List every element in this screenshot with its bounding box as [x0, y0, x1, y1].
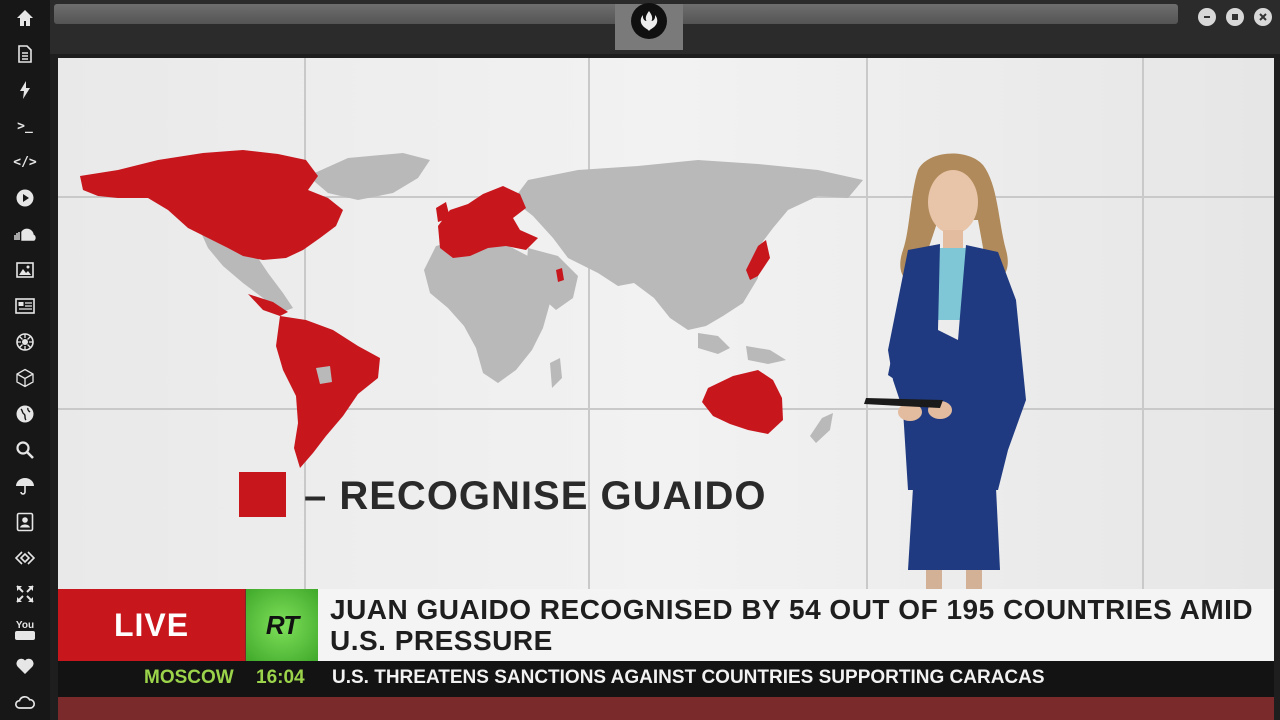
- code-glyph: </>: [13, 154, 37, 170]
- cube-icon[interactable]: [11, 364, 39, 392]
- umbrella-icon[interactable]: [11, 472, 39, 500]
- code-diamond-icon[interactable]: [11, 544, 39, 572]
- rebel-alliance-logo: [615, 3, 683, 50]
- news-icon[interactable]: [11, 292, 39, 320]
- ticker-text: U.S. THREATENS SANCTIONS AGAINST COUNTRI…: [332, 667, 1045, 688]
- app-sidebar: >_ </> You: [0, 0, 50, 720]
- window-titlebar: [50, 0, 1280, 54]
- code-icon[interactable]: </>: [11, 148, 39, 176]
- video-player[interactable]: – RECOGNISE GUAIDO LIVE RT JUAN GUAIDO R…: [58, 58, 1274, 720]
- close-button[interactable]: [1254, 8, 1272, 26]
- rt-logo-text: RT: [265, 609, 299, 640]
- heart-icon[interactable]: [11, 652, 39, 680]
- live-badge: LIVE: [58, 589, 245, 661]
- map-grey-countries: [198, 153, 863, 443]
- headline-bar: JUAN GUAIDO RECOGNISED BY 54 OUT OF 195 …: [318, 589, 1274, 661]
- youtube-glyph: You: [15, 619, 35, 631]
- terminal-glyph: >_: [17, 118, 33, 134]
- expand-icon[interactable]: [11, 580, 39, 608]
- news-ticker: MOSCOW 16:04 U.S. THREATENS SANCTIONS AG…: [58, 661, 1274, 697]
- home-icon[interactable]: [11, 4, 39, 32]
- legend-red-swatch: [239, 472, 286, 517]
- search-icon[interactable]: [11, 436, 39, 464]
- settings-icon[interactable]: [11, 328, 39, 356]
- close-icon: [1259, 13, 1267, 21]
- world-map: [80, 150, 863, 468]
- maximize-button[interactable]: [1226, 8, 1244, 26]
- bolt-icon[interactable]: [11, 76, 39, 104]
- news-presenter: [864, 153, 1026, 590]
- globe-icon[interactable]: [11, 400, 39, 428]
- document-icon[interactable]: [11, 40, 39, 68]
- minimize-button[interactable]: [1198, 8, 1216, 26]
- youtube-tube-shape: [15, 630, 35, 640]
- headline-text: JUAN GUAIDO RECOGNISED BY 54 OUT OF 195 …: [330, 594, 1254, 656]
- ticker-city: MOSCOW: [144, 667, 234, 688]
- maximize-icon: [1232, 14, 1238, 20]
- contact-icon[interactable]: [11, 508, 39, 536]
- terminal-icon[interactable]: >_: [11, 112, 39, 140]
- map-red-countries: [80, 150, 783, 468]
- ticker-time: 16:04: [256, 667, 305, 688]
- map-grey-inland: [316, 366, 332, 384]
- rebel-alliance-icon: [631, 3, 667, 39]
- play-icon[interactable]: [11, 184, 39, 212]
- image-icon[interactable]: [11, 256, 39, 284]
- soundcloud-icon[interactable]: [11, 220, 39, 248]
- cloud-icon[interactable]: [11, 688, 39, 716]
- minimize-icon: [1204, 16, 1210, 18]
- legend-label: – RECOGNISE GUAIDO: [304, 474, 767, 518]
- rt-channel-logo: RT: [246, 589, 318, 661]
- youtube-icon[interactable]: You: [11, 616, 39, 644]
